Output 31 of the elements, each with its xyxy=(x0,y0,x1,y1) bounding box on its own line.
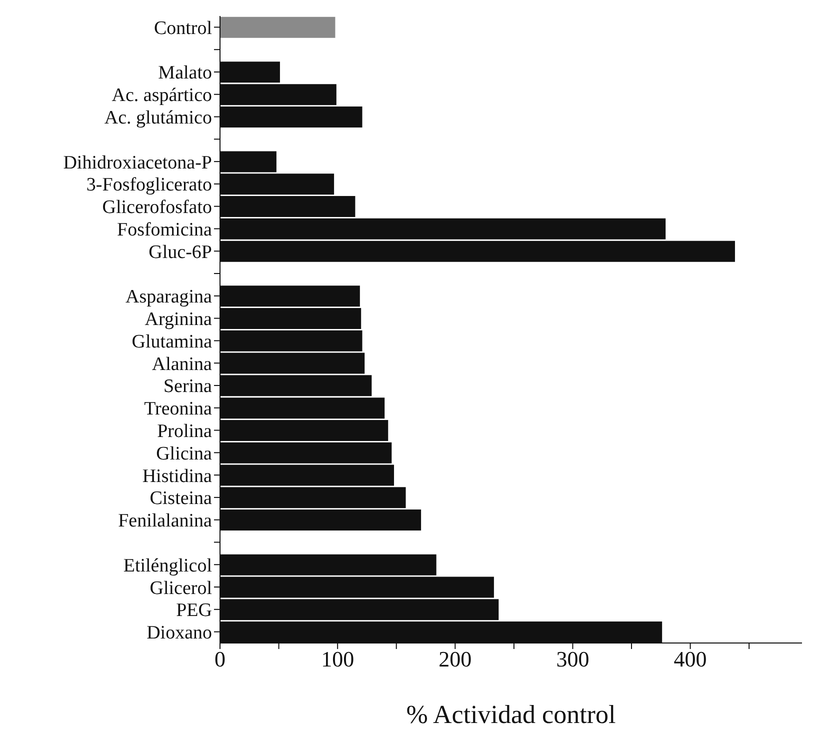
y-tick-label: Dioxano xyxy=(146,622,212,644)
bar xyxy=(220,16,336,38)
y-tick-label: Control xyxy=(154,18,212,39)
y-tick-label: Dihidroxiacetona-P xyxy=(63,152,212,174)
x-axis-title: % Actividad control xyxy=(406,700,616,729)
y-tick-label: Glicina xyxy=(156,443,213,464)
y-tick-label: Cisteina xyxy=(150,488,213,510)
y-tick-label: Ac. aspártico xyxy=(112,85,212,106)
y-tick-label: Gluc-6P xyxy=(148,242,212,263)
x-tick-label: 100 xyxy=(321,646,354,672)
y-tick-label: Fosfomicina xyxy=(117,219,213,240)
y-tick-label: Fenilalanina xyxy=(118,510,213,532)
x-tick-label: 400 xyxy=(674,646,707,672)
x-tick-label: 300 xyxy=(556,646,590,672)
y-tick-label: Alanina xyxy=(152,354,213,375)
y-tick-label: Treonina xyxy=(144,398,213,420)
x-tick-label: 200 xyxy=(438,646,472,672)
y-tick-label: Histidina xyxy=(142,466,213,487)
y-tick-label: Serina xyxy=(163,376,213,398)
y-tick-label: Etilénglicol xyxy=(123,555,212,576)
y-tick-label: Asparagina xyxy=(125,286,213,308)
y-tick-label: Arginina xyxy=(144,309,213,330)
y-tick-label: Glutamina xyxy=(132,331,213,352)
y-tick-label: Glicerofosfato xyxy=(102,197,212,218)
y-tick-label: Glicerol xyxy=(150,578,212,599)
y-tick-label: Prolina xyxy=(157,421,213,442)
y-tick-label: Ac. glutámico xyxy=(104,108,212,129)
y-tick-label: Malato xyxy=(158,62,212,84)
y-tick-label: PEG xyxy=(176,600,212,622)
y-tick-label: 3-Fosfoglicerato xyxy=(86,174,212,196)
x-tick-label: 0 xyxy=(214,646,226,672)
